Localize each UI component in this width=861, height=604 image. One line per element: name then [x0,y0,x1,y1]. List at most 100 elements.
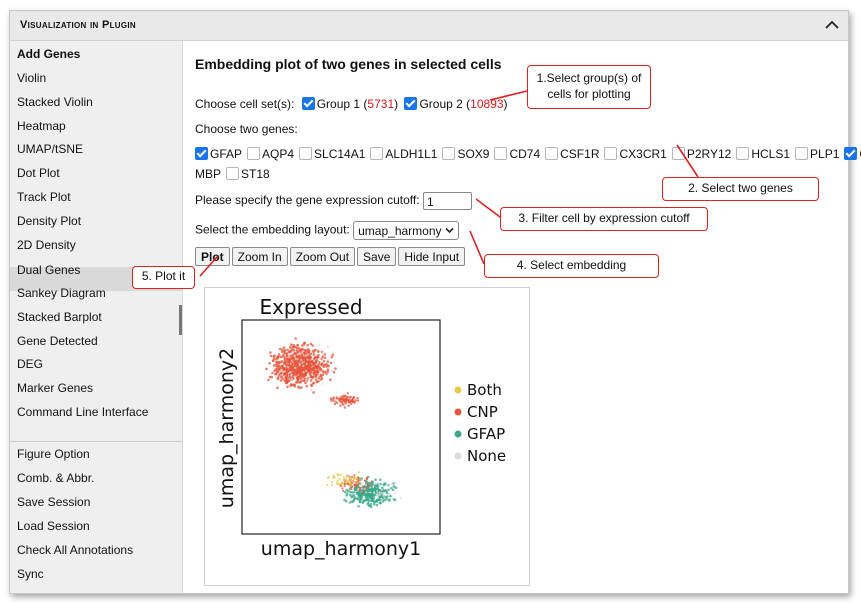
scatter-point [350,488,353,491]
gene-checkbox-aldh1l1[interactable] [370,147,384,160]
legend-marker-both [454,386,462,394]
scatter-point [276,362,280,366]
scatter-point [340,395,343,398]
scatter-point [267,378,270,382]
scatter-point [338,399,341,402]
panel-title: Visualization in Plugin [20,19,136,31]
sidebar-item-comb-abbr[interactable]: Comb. & Abbr. [17,471,95,485]
scatter-point [361,485,364,488]
hide-input-button[interactable]: Hide Input [398,247,466,266]
scatter-point [276,386,279,390]
gene-checkbox-hcls1[interactable] [736,147,750,160]
gene-option-st18[interactable]: ST18 [226,167,270,181]
gene-label: SLC14A1 [314,147,366,161]
scatter-point [282,346,286,349]
sidebar-item-sankey-diagram[interactable]: Sankey Diagram [17,286,106,300]
sidebar-item-2d-density[interactable]: 2D Density [17,238,76,252]
gene-checkbox-sox9[interactable] [442,147,456,160]
scatter-point [297,366,300,369]
gene-label: CX3CR1 [619,147,667,161]
sidebar-scrollbar[interactable] [179,305,182,335]
legend-label-both: Both [467,381,502,399]
gene-option-cx3cr1[interactable]: CX3CR1 [604,147,667,161]
sidebar-item-deg[interactable]: DEG [17,357,44,371]
sidebar-item-sync[interactable]: Sync [17,567,44,581]
scatter-point [366,483,369,486]
scatter-point [392,497,395,500]
gene-option-sox9[interactable]: SOX9 [442,147,489,161]
sidebar-item-stacked-violin[interactable]: Stacked Violin [17,95,93,109]
sidebar-item-heatmap[interactable]: Heatmap [17,119,66,133]
group2-count: 10893 [470,97,504,111]
sidebar-item-density-plot[interactable]: Density Plot [17,214,82,228]
scatter-point [351,500,354,503]
gene-option-slc14a1[interactable]: SLC14A1 [299,147,365,161]
sidebar-item-violin[interactable]: Violin [17,71,47,85]
scatter-point [376,494,379,497]
scatter-point [322,371,326,374]
group1-checkbox[interactable] [301,97,315,110]
gene-option-aldh1l1[interactable]: ALDH1L1 [370,147,437,161]
sidebar-item-umap-tsne[interactable]: UMAP/tSNE [17,142,84,156]
scatter-point [349,486,352,489]
gene-option-csf1r[interactable]: CSF1R [545,147,599,161]
gene-checkbox-csf1r[interactable] [545,147,559,160]
gene-checkbox-cnp[interactable] [844,147,858,160]
gene-option-plp1[interactable]: PLP1 [795,147,839,161]
sidebar-item-marker-genes[interactable]: Marker Genes [17,381,94,395]
gene-checkbox-slc14a1[interactable] [299,147,313,160]
legend-label-cnp: CNP [467,403,498,421]
gene-checkbox-plp1[interactable] [795,147,809,160]
gene-checkbox-cd74[interactable] [494,147,508,160]
callout-arrows [199,90,699,277]
sidebar-item-track-plot[interactable]: Track Plot [17,190,71,204]
scatter-point [297,360,300,364]
gene-option-gfap[interactable]: GFAP [195,147,242,161]
scatter-point [358,487,361,490]
callout-2: 2. Select two genes [662,177,819,201]
gene-option-cnp[interactable]: CNP [844,147,861,161]
scatter-point [328,362,331,365]
layout-select[interactable]: umap_harmony [353,221,459,240]
scatter-point [342,397,345,401]
sidebar-item-gene-detected[interactable]: Gene Detected [17,334,98,348]
scatter-point [295,348,299,352]
sidebar-item-add-genes[interactable]: Add Genes [17,47,81,61]
gene-option-mbp[interactable]: MBP [195,167,221,181]
sidebar-item-stacked-barplot[interactable]: Stacked Barplot [17,310,102,324]
scatter-point [369,482,373,485]
gene-checkbox-gfap[interactable] [195,147,208,160]
save-button[interactable]: Save [357,247,397,266]
gene-option-cd74[interactable]: CD74 [494,147,540,161]
sidebar-item-load-session[interactable]: Load Session [17,519,90,533]
scatter-point [321,355,324,358]
plot-button[interactable]: Plot [195,247,230,266]
scatter-points [265,337,402,509]
group2-checkbox[interactable] [404,97,418,110]
panel-header[interactable]: Visualization in Plugin [10,11,848,41]
sidebar-item-save-session[interactable]: Save Session [17,495,91,509]
button-bar: Plot Zoom In Zoom Out Save Hide Input [195,247,467,266]
scatter-point [268,362,271,365]
sidebar-item-dual-genes[interactable]: Dual Genes [17,263,81,277]
scatter-point [309,342,313,346]
scatter-point [344,476,348,479]
cutoff-input[interactable]: 1 [422,192,472,210]
gene-option-hcls1[interactable]: HCLS1 [736,147,790,161]
gene-checkbox-cx3cr1[interactable] [604,147,618,160]
zoom-out-button[interactable]: Zoom Out [289,247,356,266]
gene-checkbox-aqp4[interactable] [247,147,261,160]
gene-option-aqp4[interactable]: AQP4 [247,147,294,161]
scatter-point [301,376,304,379]
scatter-point [341,403,344,406]
sidebar-item-dot-plot[interactable]: Dot Plot [17,166,60,180]
scatter-point [269,351,272,354]
zoom-in-button[interactable]: Zoom In [231,247,288,266]
sidebar-item-check-all-annotations[interactable]: Check All Annotations [17,543,134,557]
gene-option-p2ry12[interactable]: P2RY12 [671,147,731,161]
gene-checkbox-st18[interactable] [226,167,240,180]
scatter-point [353,491,356,494]
chevron-up-icon[interactable] [824,17,840,33]
sidebar-item-command-line-interface[interactable]: Command Line Interface [17,405,149,419]
sidebar-item-figure-option[interactable]: Figure Option [17,447,90,461]
